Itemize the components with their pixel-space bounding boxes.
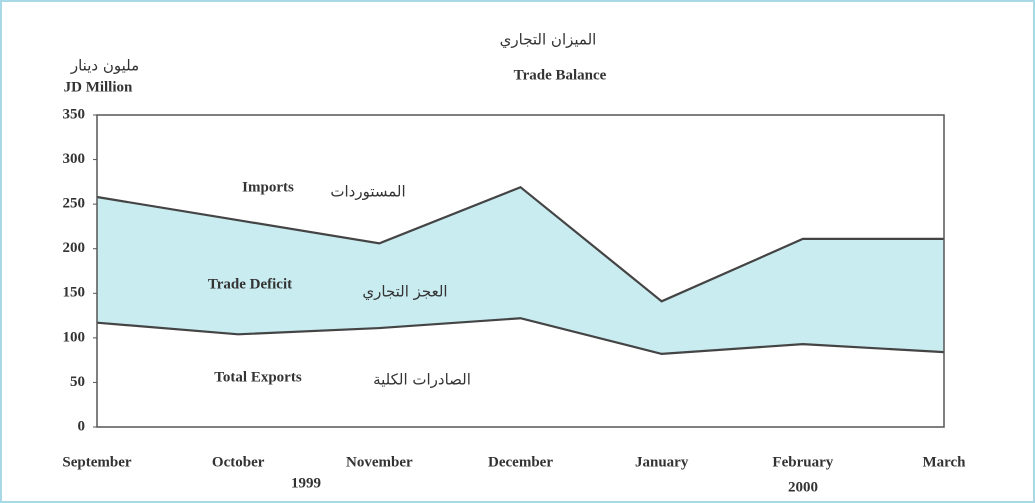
x-tick-label: December: [488, 454, 553, 470]
y-tick-label: 0: [78, 418, 86, 434]
annotation: الصادرات الكلية: [373, 371, 471, 389]
x-tick-label: September: [62, 454, 131, 470]
series-line: [96, 317, 945, 356]
x-tick-label: October: [212, 454, 265, 470]
y-tick-label: 100: [63, 329, 86, 345]
year-label: 1999: [291, 475, 321, 491]
y-tick-label: 350: [63, 106, 86, 122]
x-tick-label: March: [922, 454, 966, 470]
annotation: العجز التجاري: [362, 283, 447, 302]
y-tick-label: 300: [63, 151, 86, 167]
annotation: المستوردات: [330, 183, 405, 201]
y-axis-label: JD Million: [64, 79, 133, 95]
plot-frame: [96, 114, 945, 428]
y-tick-label: 250: [63, 196, 86, 212]
y-tick-label: 200: [63, 240, 86, 256]
deficit-area: [97, 187, 944, 354]
y-tick-label: 150: [63, 285, 86, 301]
annotation: Total Exports: [214, 369, 302, 385]
series-line: [96, 185, 944, 303]
annotation: Trade Deficit: [208, 276, 292, 292]
year-label: 2000: [788, 479, 818, 495]
y-axis-label: مليون دينار: [70, 57, 139, 75]
x-tick-label: November: [346, 454, 413, 470]
y-tick-label: 50: [70, 374, 85, 390]
x-tick-label: January: [635, 454, 689, 470]
annotation: Imports: [242, 179, 294, 195]
x-tick-label: February: [772, 454, 833, 470]
chart-title: الميزان التجاري: [500, 31, 597, 50]
chart-subtitle: Trade Balance: [514, 67, 607, 83]
